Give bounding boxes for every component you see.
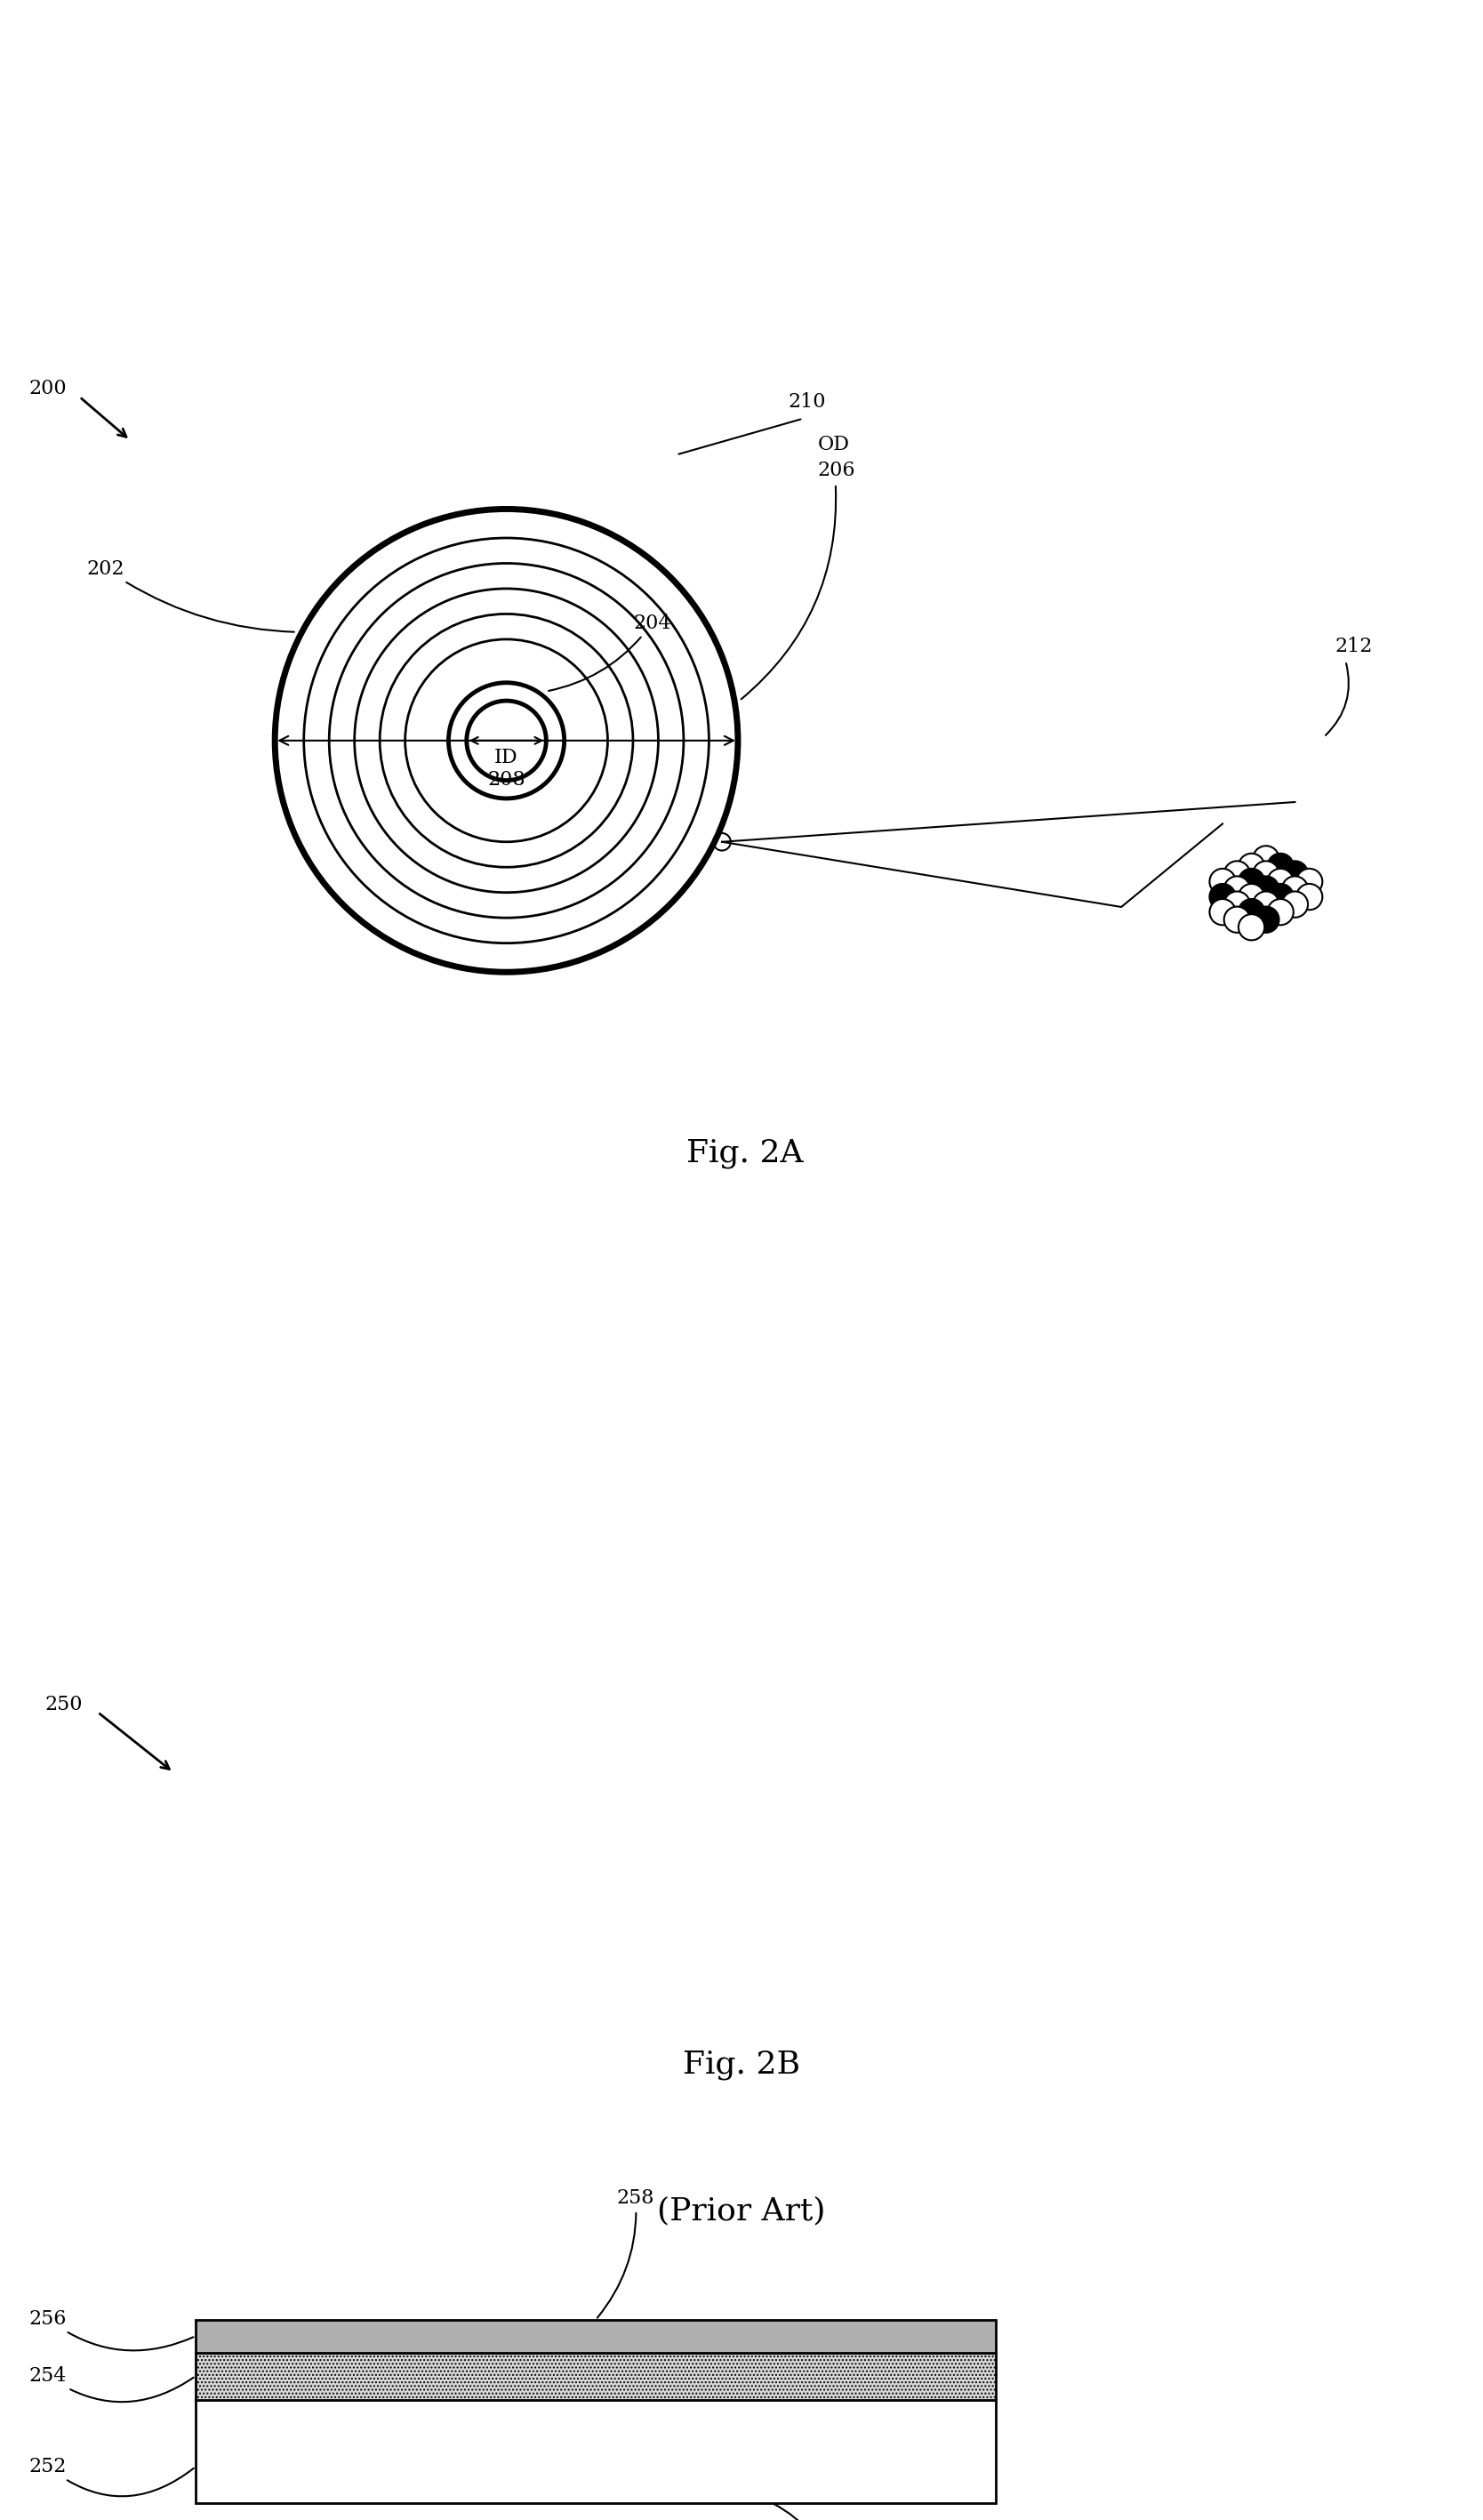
Text: 200: 200 [30,378,67,398]
Circle shape [1238,869,1265,895]
Bar [196,2399,995,2502]
Circle shape [1281,877,1308,902]
Circle shape [1223,892,1250,917]
Bar [196,2354,995,2399]
Circle shape [1253,862,1278,887]
Circle shape [1238,900,1265,925]
Text: (Prior Art): (Prior Art) [657,2195,826,2225]
Circle shape [1296,885,1323,910]
Circle shape [1223,862,1250,887]
Circle shape [1268,885,1293,910]
Circle shape [1253,877,1278,902]
Text: 202: 202 [87,559,294,633]
Circle shape [1296,869,1323,895]
Text: ID
208: ID 208 [488,748,525,789]
Text: 250: 250 [44,1696,82,1714]
Bar [196,2321,995,2354]
Circle shape [1253,892,1278,917]
Circle shape [1253,907,1278,932]
Circle shape [1238,915,1265,940]
Text: 204: 204 [549,612,670,690]
Text: Fig. 2A: Fig. 2A [687,1139,804,1169]
Circle shape [1281,892,1308,917]
Text: 254: 254 [30,2366,194,2402]
Circle shape [1210,900,1235,925]
Circle shape [1223,907,1250,932]
Text: OD: OD [817,436,850,454]
Circle shape [1268,854,1293,879]
Text: 256: 256 [30,2308,193,2351]
Circle shape [1268,900,1293,925]
Circle shape [1238,885,1265,910]
Text: 258: 258 [598,2187,654,2318]
Circle shape [1223,877,1250,902]
Text: 210: 210 [789,391,826,411]
Text: 212: 212 [1335,638,1372,655]
Circle shape [1238,854,1265,879]
Circle shape [1210,869,1235,895]
Circle shape [1253,847,1278,872]
Text: Fig. 2B: Fig. 2B [682,2049,801,2079]
Text: 260: 260 [774,2505,854,2520]
Text: 206: 206 [817,461,856,481]
Circle shape [1281,862,1308,887]
Circle shape [1210,885,1235,910]
Text: 252: 252 [30,2457,194,2497]
Circle shape [1268,869,1293,895]
